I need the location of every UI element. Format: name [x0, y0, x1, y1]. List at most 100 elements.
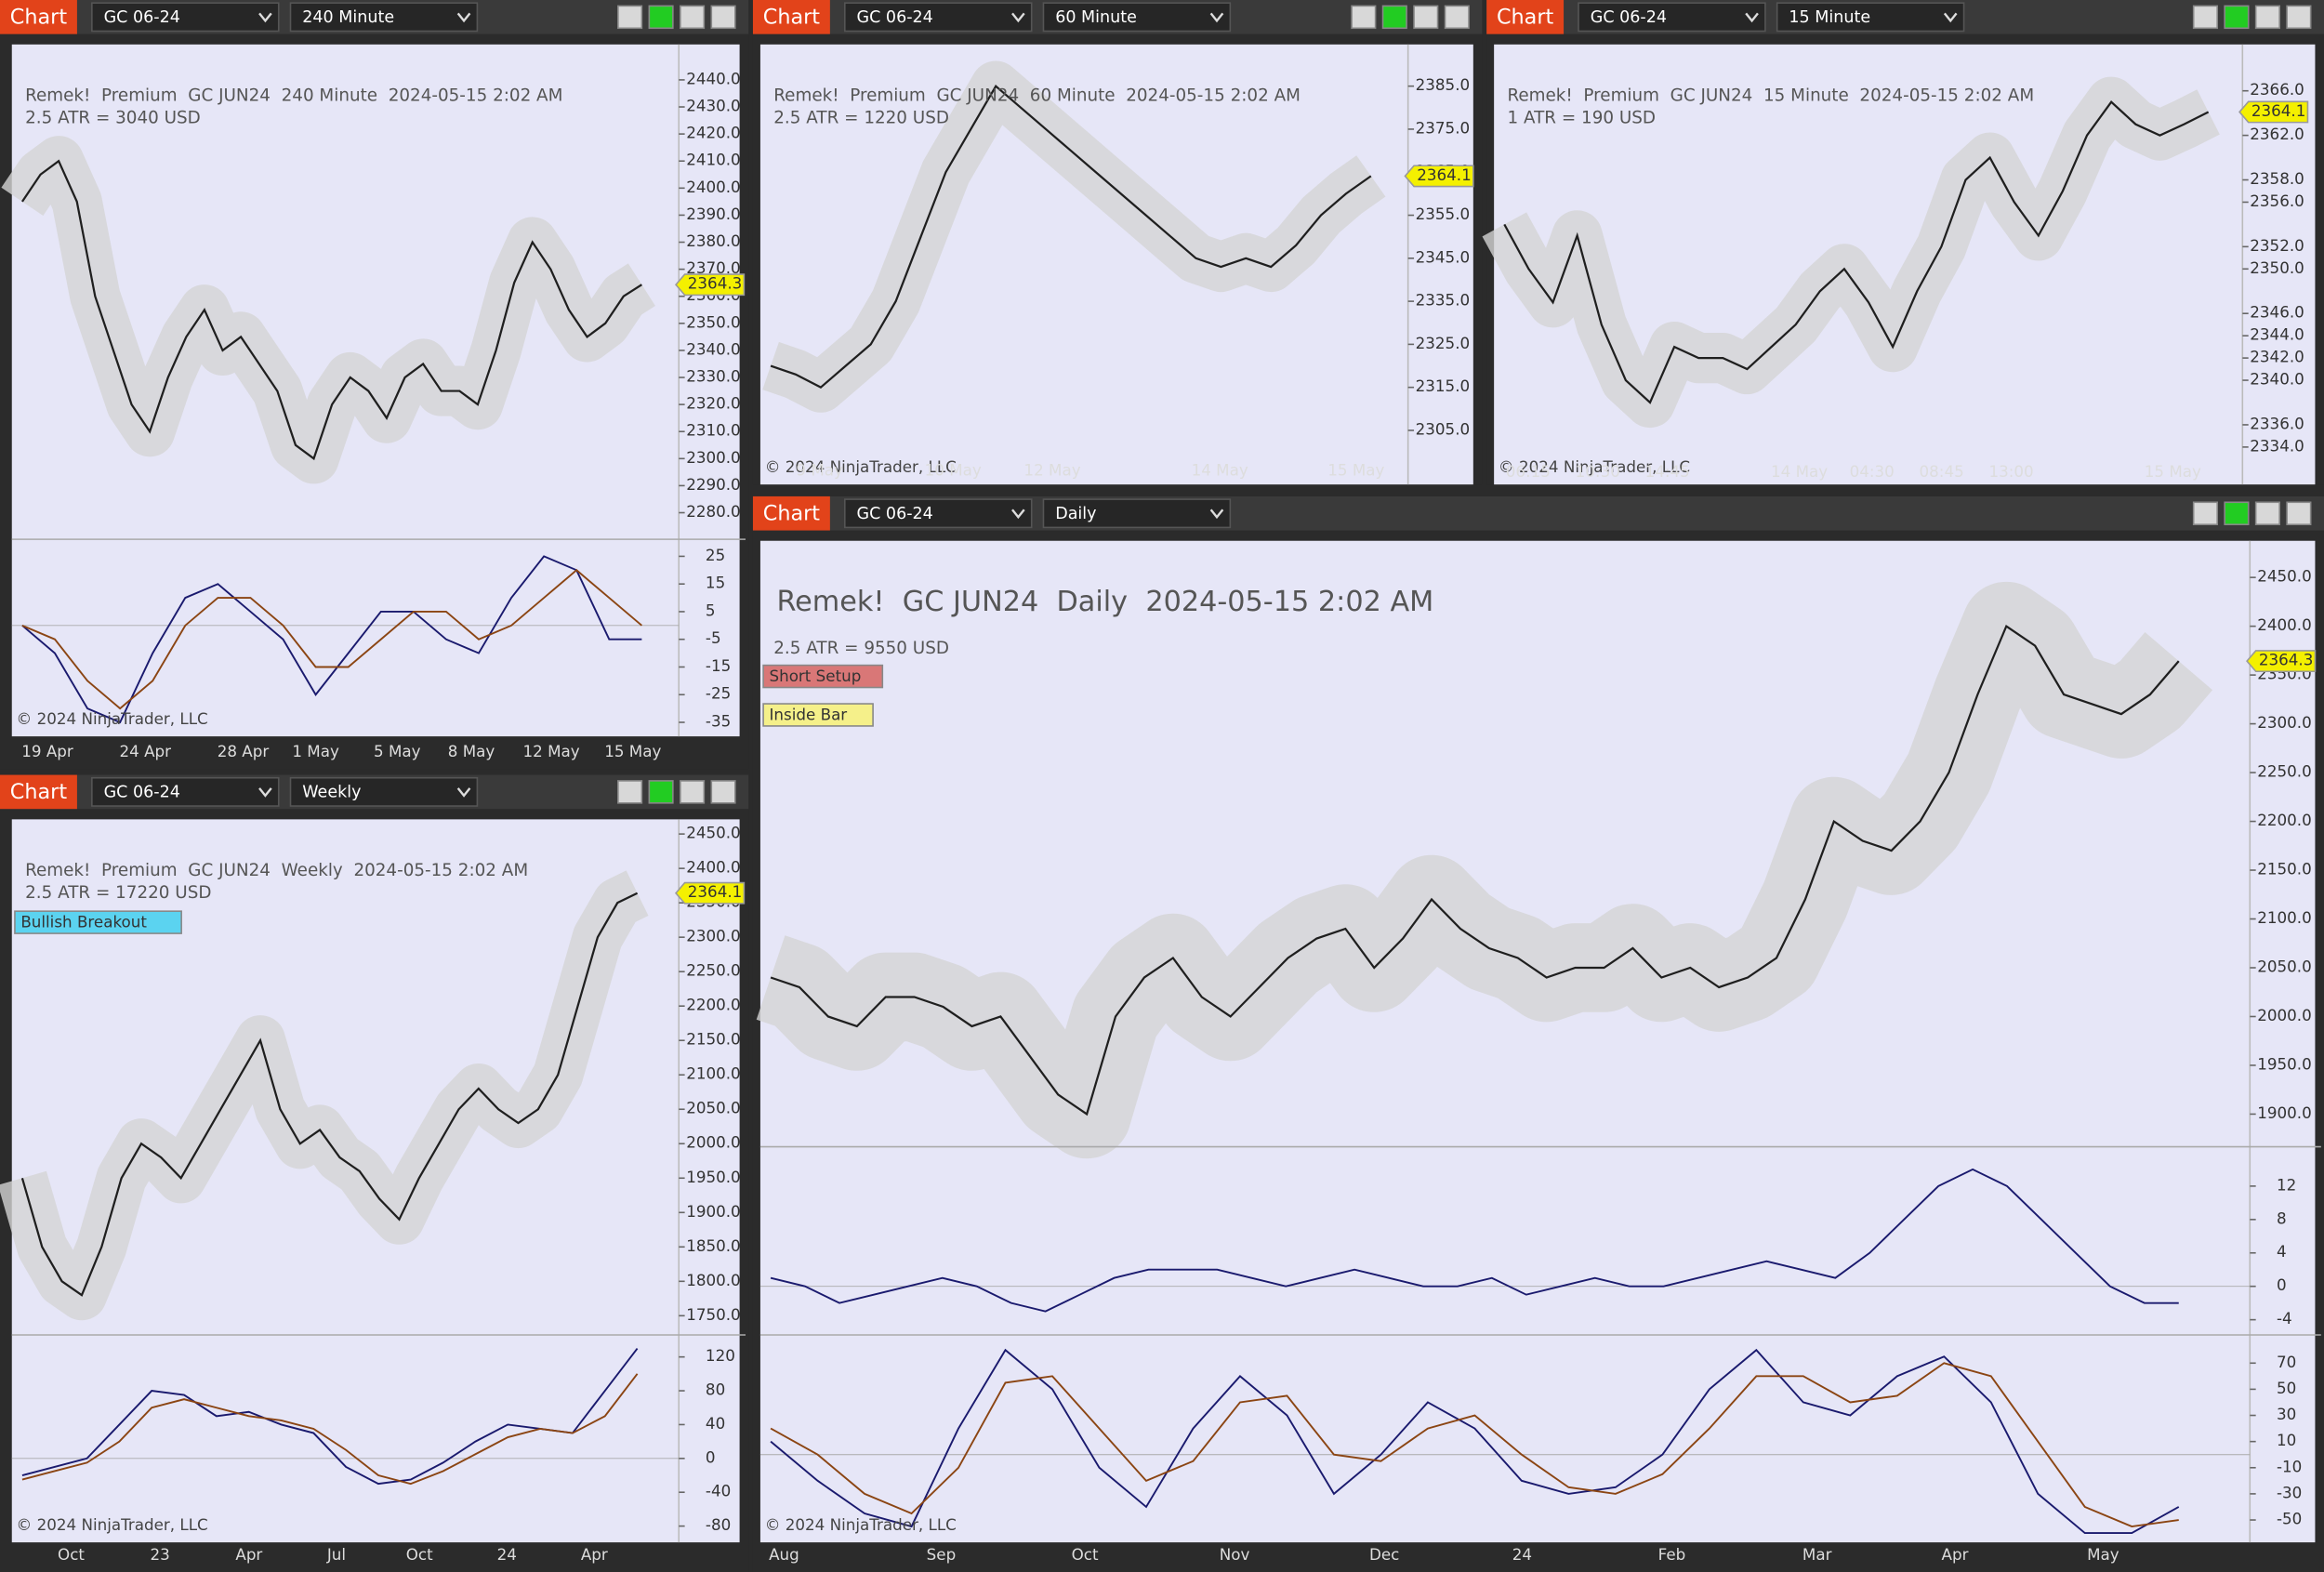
chart-tab-label[interactable]: Chart — [763, 6, 821, 30]
instrument-dropdown[interactable] — [91, 776, 280, 807]
chart-tab-label[interactable]: Chart — [1497, 6, 1554, 30]
y-tick-label: 2400.0 — [686, 858, 741, 877]
interval-label[interactable]: 240 Minute — [302, 8, 394, 27]
x-tick-label: 13:00 — [1988, 462, 2033, 481]
chart-tab-label[interactable]: Chart — [763, 502, 821, 526]
window-button[interactable] — [1413, 5, 1439, 30]
chart-tab[interactable] — [1486, 0, 1565, 34]
interval-dropdown[interactable] — [289, 776, 479, 807]
y-tick-label: 2250.0 — [686, 961, 741, 980]
instrument-dropdown[interactable] — [91, 2, 280, 33]
y-tick-label: 2440.0 — [686, 69, 741, 87]
dropdown-arrow[interactable] — [1209, 12, 1224, 23]
y-tick-label: -30 — [2277, 1483, 2302, 1501]
interval-label[interactable]: 15 Minute — [1789, 8, 1870, 27]
y-tick-label: 2362.0 — [2250, 125, 2304, 143]
window-button[interactable] — [2224, 5, 2250, 30]
x-tick-label: 24 Apr — [119, 742, 171, 760]
price-tag-label: 2364.3 — [2259, 651, 2314, 669]
chart-title: Remek! Premium GC JUN24 60 Minute 2024-0… — [773, 86, 1301, 106]
window-button[interactable] — [710, 5, 736, 30]
window-button[interactable] — [617, 5, 643, 30]
x-tick-label: 28 Apr — [218, 742, 270, 760]
copyright: © 2024 NinjaTrader, LLC — [17, 709, 208, 728]
interval-label[interactable]: 60 Minute — [1055, 8, 1137, 27]
dropdown-arrow[interactable] — [1209, 509, 1224, 520]
x-tick-label: 8 May — [448, 742, 495, 760]
window-button[interactable] — [2286, 5, 2312, 30]
window-button[interactable] — [2286, 501, 2312, 525]
instrument-dropdown[interactable] — [844, 2, 1033, 33]
interval-label[interactable]: Daily — [1055, 505, 1096, 523]
price-axis — [1407, 44, 1473, 485]
price-line — [770, 624, 2180, 1116]
window-button[interactable] — [2224, 501, 2250, 525]
window-button[interactable] — [648, 780, 674, 804]
instrument-label[interactable]: GC 06-24 — [1591, 8, 1667, 27]
instrument-label[interactable]: GC 06-24 — [857, 505, 933, 523]
window-button[interactable] — [2192, 501, 2219, 525]
window-button[interactable] — [648, 5, 674, 30]
instrument-label[interactable]: GC 06-24 — [857, 8, 933, 27]
y-tick-label: -25 — [706, 684, 731, 703]
y-tick-label: 1900.0 — [2257, 1103, 2312, 1122]
window-button[interactable] — [617, 780, 643, 804]
y-tick-label: 2334.0 — [2250, 436, 2304, 455]
y-tick-label: 2375.0 — [1416, 118, 1471, 137]
chart-tab[interactable] — [752, 495, 830, 531]
dropdown-arrow[interactable] — [1943, 12, 1958, 23]
chart-tab[interactable] — [0, 0, 77, 34]
window-button[interactable] — [1381, 5, 1407, 30]
instrument-dropdown[interactable] — [1578, 2, 1766, 33]
window-button[interactable] — [1351, 5, 1377, 30]
price-tag-label: 2364.1 — [1417, 165, 1472, 184]
dropdown-arrow[interactable] — [1011, 12, 1025, 23]
instrument-dropdown[interactable] — [844, 498, 1033, 529]
window-button[interactable] — [680, 780, 706, 804]
instrument-label[interactable]: GC 06-24 — [104, 8, 180, 27]
dropdown-arrow[interactable] — [258, 787, 272, 798]
window-button[interactable] — [2254, 5, 2280, 30]
dropdown-arrow[interactable] — [456, 12, 471, 23]
y-tick-label: 120 — [706, 1346, 735, 1365]
interval-dropdown[interactable] — [1776, 2, 1965, 33]
window-button[interactable] — [2192, 5, 2219, 30]
dropdown-arrow[interactable] — [1745, 12, 1759, 23]
instrument-label[interactable]: GC 06-24 — [104, 784, 180, 802]
window-button[interactable] — [2254, 501, 2280, 525]
interval-dropdown[interactable] — [1042, 498, 1232, 529]
y-tick-label: 2450.0 — [686, 824, 741, 842]
y-tick-label: 2345.0 — [1416, 247, 1471, 266]
price-tag — [2246, 650, 2317, 673]
dropdown-arrow[interactable] — [456, 787, 471, 798]
x-tick-label: 06:15 — [1506, 462, 1551, 481]
y-tick-label: 2400.0 — [2257, 615, 2312, 634]
y-tick-label: 2350.0 — [686, 312, 741, 331]
y-tick-label: 15 — [706, 574, 725, 592]
x-tick-label: Oct — [1072, 1545, 1099, 1564]
window-button[interactable] — [1444, 5, 1470, 30]
interval-dropdown[interactable] — [1042, 2, 1232, 33]
chart-tab-label[interactable]: Chart — [10, 780, 68, 804]
y-tick-label: -15 — [706, 656, 731, 675]
x-tick-label: Mar — [1802, 1545, 1832, 1564]
y-tick-label: 0 — [706, 1447, 716, 1466]
copyright: © 2024 NinjaTrader, LLC — [765, 1515, 957, 1534]
x-tick-label: 1 May — [292, 742, 339, 760]
chart-tab[interactable] — [752, 0, 830, 34]
y-tick-label: 8 — [2277, 1209, 2287, 1227]
signal-badge — [14, 910, 182, 934]
window-button[interactable] — [680, 5, 706, 30]
y-tick-label: 2000.0 — [2257, 1006, 2312, 1024]
interval-dropdown[interactable] — [289, 2, 479, 33]
window-button[interactable] — [710, 780, 736, 804]
dropdown-arrow[interactable] — [1011, 509, 1025, 520]
chart-tab-label[interactable]: Chart — [10, 6, 68, 30]
y-tick-label: 50 — [2277, 1379, 2296, 1397]
dropdown-arrow[interactable] — [258, 12, 272, 23]
y-tick-label: 0 — [2277, 1275, 2287, 1294]
price-tag-label: 2364.1 — [2251, 101, 2306, 120]
chart-tab[interactable] — [0, 774, 77, 810]
y-tick-label: 2290.0 — [686, 475, 741, 494]
interval-label[interactable]: Weekly — [302, 784, 361, 802]
